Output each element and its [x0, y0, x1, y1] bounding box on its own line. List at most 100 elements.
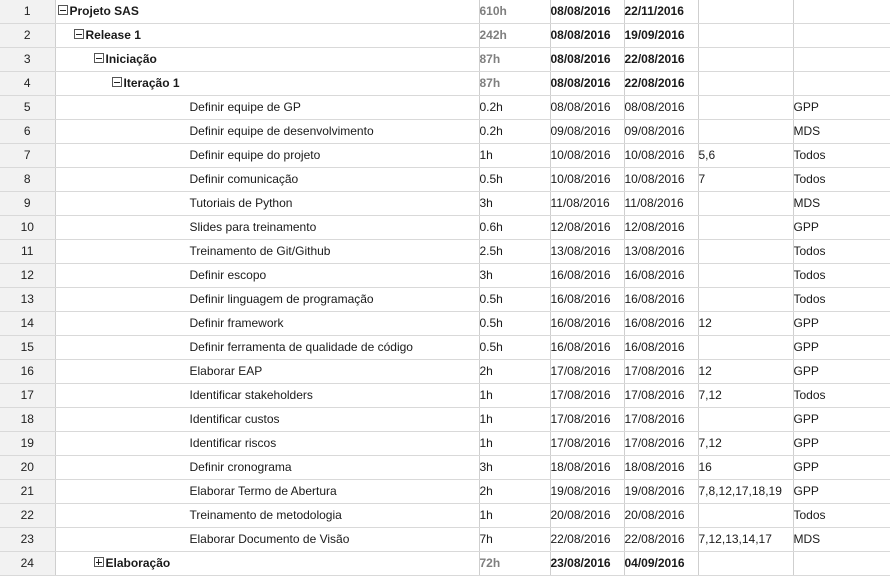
work-cell[interactable]: 3h — [479, 455, 551, 480]
start-date-cell[interactable]: 17/08/2016 — [550, 383, 625, 408]
collapse-toggle-icon[interactable] — [57, 5, 68, 16]
start-date-cell[interactable]: 13/08/2016 — [550, 239, 625, 264]
task-name-cell[interactable]: Elaborar Documento de Visão — [55, 527, 480, 552]
resource-cell[interactable] — [793, 23, 890, 48]
work-cell[interactable]: 1h — [479, 143, 551, 168]
resource-cell[interactable]: MDS — [793, 191, 890, 216]
end-date-cell[interactable]: 19/09/2016 — [624, 23, 699, 48]
end-date-cell[interactable]: 17/08/2016 — [624, 431, 699, 456]
predecessors-cell[interactable] — [698, 23, 794, 48]
work-cell[interactable]: 0.6h — [479, 215, 551, 240]
task-name-cell[interactable]: Treinamento de metodologia — [55, 503, 480, 528]
start-date-cell[interactable]: 19/08/2016 — [550, 479, 625, 504]
task-row[interactable]: 17 Identificar stakeholders 1h 17/08/2016 17… — [0, 383, 890, 408]
work-cell[interactable]: 1h — [479, 383, 551, 408]
work-cell[interactable]: 72h — [479, 551, 551, 576]
task-row[interactable]: 13 Definir linguagem de programação 0.5h 16… — [0, 287, 890, 312]
task-name-cell[interactable]: Identificar riscos — [55, 431, 480, 456]
end-date-cell[interactable]: 13/08/2016 — [624, 239, 699, 264]
expand-toggle-icon[interactable] — [93, 557, 104, 568]
task-name-cell[interactable]: Definir cronograma — [55, 455, 480, 480]
resource-cell[interactable]: GPP — [793, 215, 890, 240]
task-name-cell[interactable]: Iniciação — [55, 47, 480, 72]
start-date-cell[interactable]: 17/08/2016 — [550, 359, 625, 384]
resource-cell[interactable]: Todos — [793, 383, 890, 408]
predecessors-cell[interactable] — [698, 95, 794, 120]
task-row[interactable]: 6 Definir equipe de desenvolvimento 0.2h 09… — [0, 119, 890, 144]
predecessors-cell[interactable] — [698, 0, 794, 24]
start-date-cell[interactable]: 16/08/2016 — [550, 263, 625, 288]
end-date-cell[interactable]: 22/08/2016 — [624, 47, 699, 72]
task-row[interactable]: 19 Identificar riscos 1h 17/08/2016 17/08/20… — [0, 431, 890, 456]
work-cell[interactable]: 3h — [479, 263, 551, 288]
end-date-cell[interactable]: 18/08/2016 — [624, 455, 699, 480]
resource-cell[interactable]: GPP — [793, 431, 890, 456]
task-row[interactable]: 5 Definir equipe de GP 0.2h 08/08/2016 08/08… — [0, 95, 890, 120]
task-name-cell[interactable]: Definir ferramenta de qualidade de códig… — [55, 335, 480, 360]
start-date-cell[interactable]: 18/08/2016 — [550, 455, 625, 480]
predecessors-cell[interactable]: 16 — [698, 455, 794, 480]
start-date-cell[interactable]: 16/08/2016 — [550, 287, 625, 312]
end-date-cell[interactable]: 17/08/2016 — [624, 407, 699, 432]
work-cell[interactable]: 7h — [479, 527, 551, 552]
resource-cell[interactable]: Todos — [793, 143, 890, 168]
resource-cell[interactable] — [793, 0, 890, 24]
start-date-cell[interactable]: 10/08/2016 — [550, 167, 625, 192]
task-name-cell[interactable]: Elaboração — [55, 551, 480, 576]
collapse-toggle-icon[interactable] — [93, 53, 104, 64]
task-row[interactable]: 1 Projeto SAS 610h 08/08/2016 22/11/2016 — [0, 0, 890, 24]
predecessors-cell[interactable]: 12 — [698, 311, 794, 336]
task-row[interactable]: 22 Treinamento de metodologia 1h 20/08/2016… — [0, 503, 890, 528]
predecessors-cell[interactable] — [698, 263, 794, 288]
start-date-cell[interactable]: 09/08/2016 — [550, 119, 625, 144]
resource-cell[interactable]: GPP — [793, 407, 890, 432]
end-date-cell[interactable]: 17/08/2016 — [624, 359, 699, 384]
predecessors-cell[interactable] — [698, 191, 794, 216]
work-cell[interactable]: 1h — [479, 431, 551, 456]
task-name-cell[interactable]: Release 1 — [55, 23, 480, 48]
task-name-cell[interactable]: Elaborar Termo de Abertura — [55, 479, 480, 504]
task-name-cell[interactable]: Definir escopo — [55, 263, 480, 288]
task-name-cell[interactable]: Identificar custos — [55, 407, 480, 432]
task-name-cell[interactable]: Definir equipe do projeto — [55, 143, 480, 168]
predecessors-cell[interactable] — [698, 503, 794, 528]
predecessors-cell[interactable]: 7,12,13,14,17 — [698, 527, 794, 552]
start-date-cell[interactable]: 08/08/2016 — [550, 47, 625, 72]
resource-cell[interactable]: Todos — [793, 167, 890, 192]
task-name-cell[interactable]: Slides para treinamento — [55, 215, 480, 240]
task-name-cell[interactable]: Projeto SAS — [55, 0, 480, 24]
collapse-toggle-icon[interactable] — [111, 77, 122, 88]
start-date-cell[interactable]: 23/08/2016 — [550, 551, 625, 576]
resource-cell[interactable]: GPP — [793, 311, 890, 336]
work-cell[interactable]: 2.5h — [479, 239, 551, 264]
predecessors-cell[interactable]: 7,12 — [698, 383, 794, 408]
end-date-cell[interactable]: 22/08/2016 — [624, 71, 699, 96]
resource-cell[interactable]: GPP — [793, 335, 890, 360]
end-date-cell[interactable]: 17/08/2016 — [624, 383, 699, 408]
work-cell[interactable]: 87h — [479, 47, 551, 72]
predecessors-cell[interactable]: 12 — [698, 359, 794, 384]
resource-cell[interactable]: GPP — [793, 95, 890, 120]
resource-cell[interactable]: MDS — [793, 527, 890, 552]
task-name-cell[interactable]: Definir equipe de GP — [55, 95, 480, 120]
end-date-cell[interactable]: 09/08/2016 — [624, 119, 699, 144]
end-date-cell[interactable]: 19/08/2016 — [624, 479, 699, 504]
resource-cell[interactable]: GPP — [793, 479, 890, 504]
start-date-cell[interactable]: 20/08/2016 — [550, 503, 625, 528]
resource-cell[interactable] — [793, 47, 890, 72]
predecessors-cell[interactable] — [698, 71, 794, 96]
start-date-cell[interactable]: 11/08/2016 — [550, 191, 625, 216]
end-date-cell[interactable]: 10/08/2016 — [624, 143, 699, 168]
start-date-cell[interactable]: 16/08/2016 — [550, 311, 625, 336]
task-row[interactable]: 10 Slides para treinamento 0.6h 12/08/2016 1… — [0, 215, 890, 240]
end-date-cell[interactable]: 08/08/2016 — [624, 95, 699, 120]
task-row[interactable]: 11 Treinamento de Git/Github 2.5h 13/08/201… — [0, 239, 890, 264]
resource-cell[interactable]: GPP — [793, 359, 890, 384]
task-name-cell[interactable]: Definir comunicação — [55, 167, 480, 192]
work-cell[interactable]: 0.5h — [479, 335, 551, 360]
end-date-cell[interactable]: 16/08/2016 — [624, 311, 699, 336]
resource-cell[interactable]: Todos — [793, 287, 890, 312]
start-date-cell[interactable]: 08/08/2016 — [550, 23, 625, 48]
work-cell[interactable]: 0.2h — [479, 119, 551, 144]
start-date-cell[interactable]: 22/08/2016 — [550, 527, 625, 552]
